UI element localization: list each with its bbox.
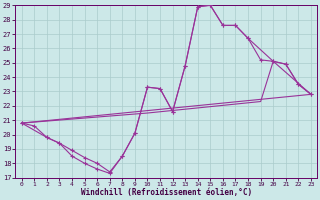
X-axis label: Windchill (Refroidissement éolien,°C): Windchill (Refroidissement éolien,°C) xyxy=(81,188,252,197)
